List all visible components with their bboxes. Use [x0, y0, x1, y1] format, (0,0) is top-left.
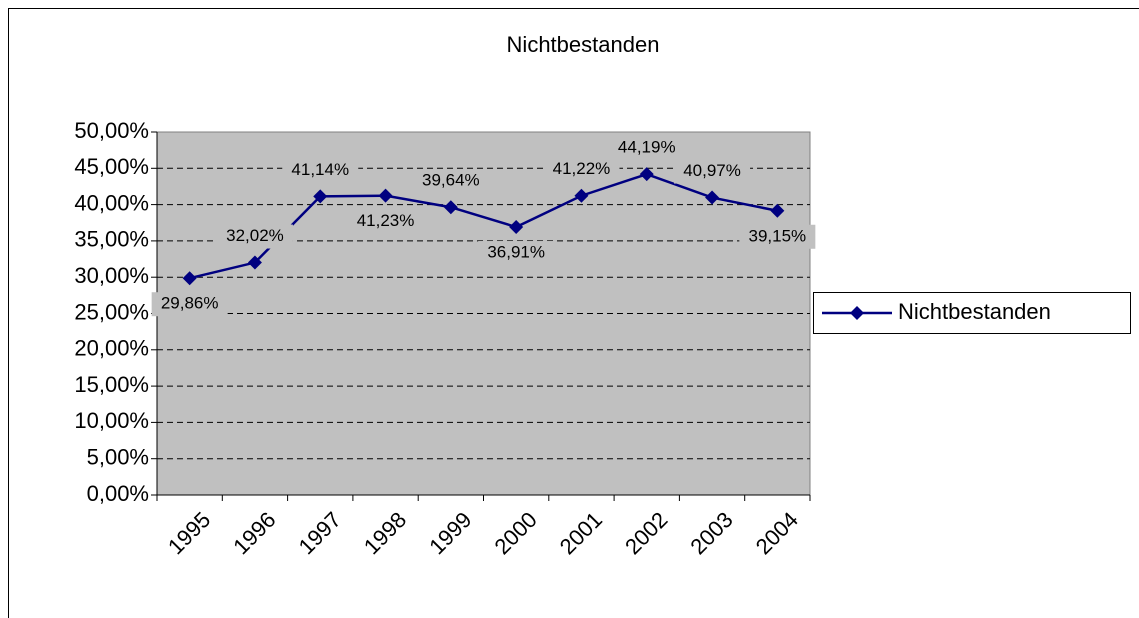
y-tick-label: 45,00% [74, 154, 149, 179]
data-label-bg [282, 158, 359, 183]
x-tick-label: 1998 [359, 507, 411, 559]
data-label: 41,22% [553, 159, 611, 178]
y-tick-label: 0,00% [87, 481, 149, 506]
data-label: 29,86% [161, 294, 219, 313]
data-label: 36,91% [487, 243, 545, 262]
y-tick-label: 5,00% [87, 445, 149, 470]
x-tick-label: 1995 [163, 507, 215, 559]
y-tick-label: 30,00% [74, 263, 149, 288]
y-tick-label: 50,00% [74, 118, 149, 143]
chart-border [8, 8, 1139, 618]
data-label-bg [478, 241, 555, 266]
x-tick-label: 2001 [555, 507, 607, 559]
y-tick-label: 15,00% [74, 372, 149, 397]
y-tick-label: 10,00% [74, 408, 149, 433]
data-label: 39,64% [422, 171, 480, 190]
x-tick-label: 2002 [620, 507, 672, 559]
x-tick-label: 2000 [490, 507, 542, 559]
data-label-bg [347, 209, 424, 234]
marker [182, 271, 197, 286]
data-label-bg [543, 157, 620, 182]
marker [443, 200, 458, 215]
data-label-bg [412, 169, 489, 194]
y-tick-label: 20,00% [74, 336, 149, 361]
y-tick-label: 25,00% [74, 299, 149, 324]
legend-marker [850, 306, 864, 320]
legend-label: Nichtbestanden [898, 299, 1051, 324]
data-label-bg [674, 159, 751, 184]
data-label-bg [216, 224, 293, 249]
x-tick-label: 1997 [294, 507, 346, 559]
x-tick-label: 1999 [424, 507, 476, 559]
marker [705, 190, 720, 205]
x-tick-label: 1996 [228, 507, 280, 559]
data-label: 41,14% [291, 160, 349, 179]
x-tick-label: 2004 [751, 507, 803, 559]
data-label-bg [151, 292, 228, 317]
marker [247, 255, 262, 270]
chart-title: Nichtbestanden [507, 32, 660, 57]
x-tick-label: 2003 [685, 507, 737, 559]
data-label: 40,97% [683, 161, 741, 180]
marker [378, 188, 393, 203]
marker [639, 167, 654, 182]
data-label-bg [608, 136, 685, 161]
marker [574, 188, 589, 203]
marker [313, 189, 328, 204]
marker [509, 220, 524, 235]
marker [770, 203, 785, 218]
y-tick-label: 40,00% [74, 190, 149, 215]
data-label-bg [739, 224, 816, 249]
y-tick-label: 35,00% [74, 227, 149, 252]
data-label: 44,19% [618, 138, 676, 157]
data-label: 32,02% [226, 226, 284, 245]
data-label: 41,23% [357, 211, 415, 230]
data-label: 39,15% [749, 226, 807, 245]
